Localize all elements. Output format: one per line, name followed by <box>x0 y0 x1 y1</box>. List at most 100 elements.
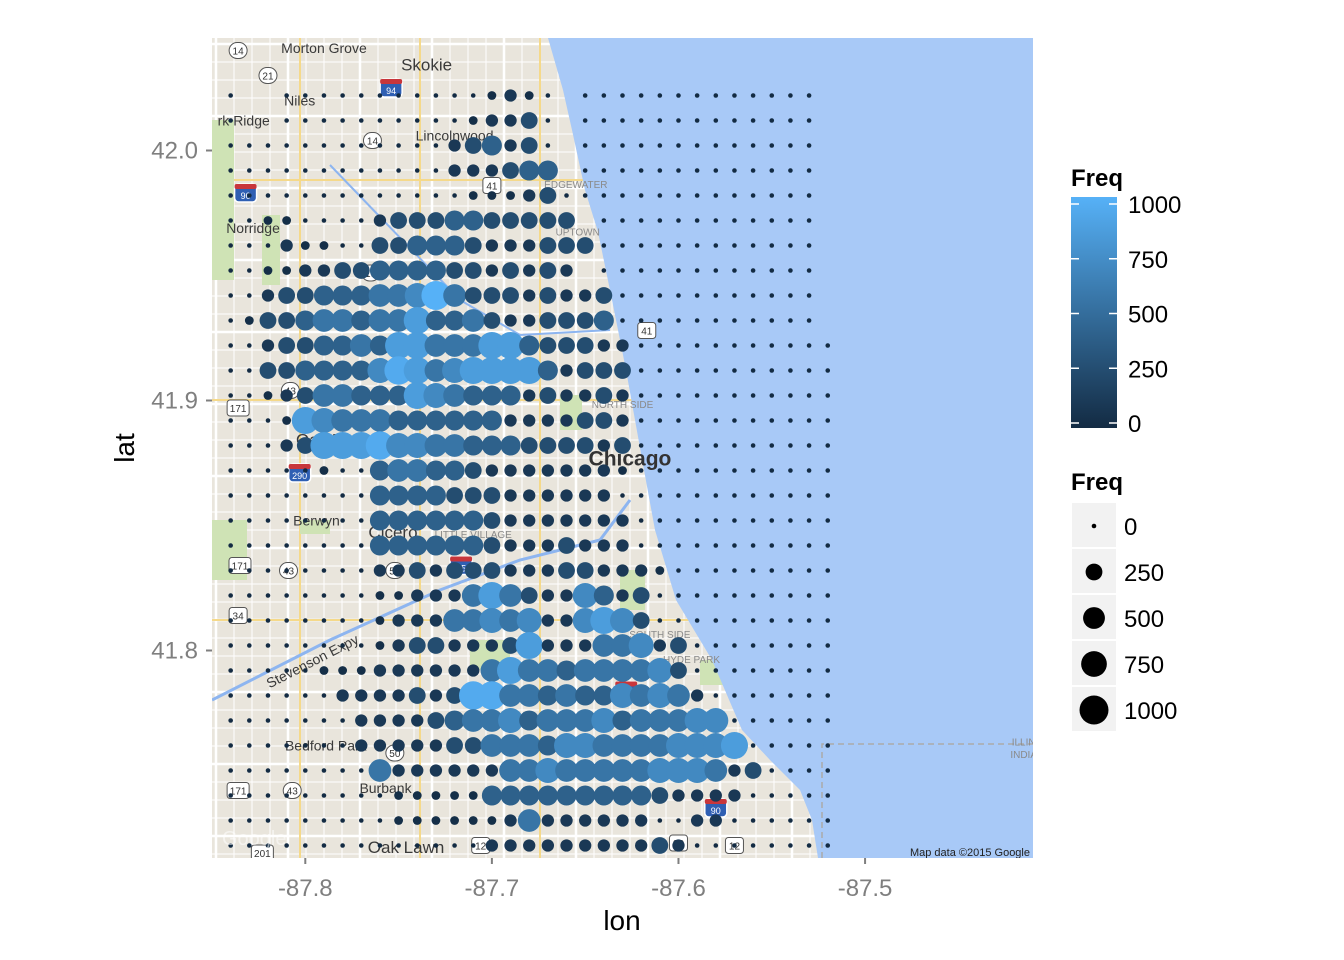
data-point <box>694 593 700 598</box>
data-point <box>676 493 681 498</box>
data-point <box>788 518 793 523</box>
data-point <box>351 310 372 331</box>
data-point <box>358 218 364 223</box>
data-point <box>500 785 521 806</box>
data-point <box>504 514 517 527</box>
data-point <box>377 143 383 148</box>
data-point <box>750 543 756 548</box>
data-point <box>694 518 700 523</box>
data-point <box>560 414 573 427</box>
data-point <box>392 639 405 652</box>
data-point <box>575 785 596 806</box>
data-point <box>635 839 648 852</box>
data-point <box>452 118 457 123</box>
data-point <box>369 335 390 356</box>
data-point <box>386 432 412 459</box>
data-point <box>750 693 756 698</box>
data-point <box>629 659 653 682</box>
data-point <box>769 418 775 423</box>
data-point <box>694 393 700 398</box>
data-point <box>228 168 233 173</box>
data-point <box>228 843 233 848</box>
data-point <box>806 568 812 573</box>
data-point <box>769 468 775 473</box>
data-point <box>265 568 271 573</box>
data-point <box>537 785 558 806</box>
data-point <box>358 468 364 473</box>
data-point <box>332 285 353 306</box>
data-point <box>429 589 443 602</box>
data-point <box>247 293 252 298</box>
data-point <box>788 743 793 748</box>
data-point <box>616 414 629 427</box>
data-point <box>358 243 364 248</box>
data-point <box>750 793 756 798</box>
data-point <box>638 93 644 98</box>
data-point <box>750 493 756 498</box>
data-point <box>265 843 271 848</box>
data-point <box>670 662 687 679</box>
data-point <box>302 643 308 648</box>
data-point <box>485 114 499 127</box>
data-point <box>265 518 271 523</box>
data-point <box>408 637 426 654</box>
data-point <box>244 316 254 325</box>
data-point <box>576 312 594 329</box>
data-point <box>332 335 353 356</box>
size-key-dot <box>1079 695 1109 725</box>
data-point <box>368 409 392 432</box>
data-point <box>321 543 327 548</box>
data-point <box>657 818 663 823</box>
data-point <box>788 318 793 323</box>
data-point <box>576 362 594 379</box>
data-point <box>558 312 575 329</box>
data-point <box>750 193 756 198</box>
data-point <box>611 659 634 682</box>
data-point <box>629 709 653 732</box>
data-point <box>504 489 517 502</box>
data-point <box>616 389 629 402</box>
data-point <box>545 143 551 148</box>
data-point <box>536 659 560 682</box>
data-point <box>576 412 594 429</box>
data-point <box>597 339 610 352</box>
data-point <box>504 114 517 127</box>
data-point <box>601 168 607 173</box>
svg-text:21: 21 <box>262 72 274 83</box>
data-point <box>555 759 578 782</box>
data-point <box>302 518 308 523</box>
data-point <box>806 843 812 848</box>
data-point <box>321 118 327 123</box>
data-point <box>446 687 463 704</box>
data-point <box>340 543 345 548</box>
data-point <box>750 118 756 123</box>
data-point <box>638 443 644 448</box>
data-point <box>579 814 592 827</box>
google-watermark: Google <box>222 828 287 850</box>
data-point <box>499 759 522 782</box>
data-point <box>502 637 519 654</box>
data-point <box>334 262 352 279</box>
svg-text:43: 43 <box>287 787 299 798</box>
data-point <box>560 289 573 302</box>
data-point <box>412 791 422 800</box>
svg-text:14: 14 <box>367 137 379 148</box>
data-point <box>670 637 687 654</box>
data-point <box>377 193 383 198</box>
data-point <box>448 764 461 777</box>
data-point <box>388 485 409 506</box>
data-point <box>331 409 354 432</box>
data-point <box>261 339 275 352</box>
data-point <box>728 764 741 777</box>
data-point <box>312 309 336 332</box>
us-highway-shield-icon: 171 <box>226 399 250 417</box>
svg-text:290: 290 <box>292 471 307 481</box>
data-point <box>592 659 616 682</box>
data-point <box>732 293 737 298</box>
data-point <box>388 260 409 281</box>
data-point <box>519 710 540 731</box>
data-point <box>373 564 387 577</box>
data-point <box>479 607 505 634</box>
data-point <box>690 814 704 827</box>
data-point <box>713 468 719 473</box>
